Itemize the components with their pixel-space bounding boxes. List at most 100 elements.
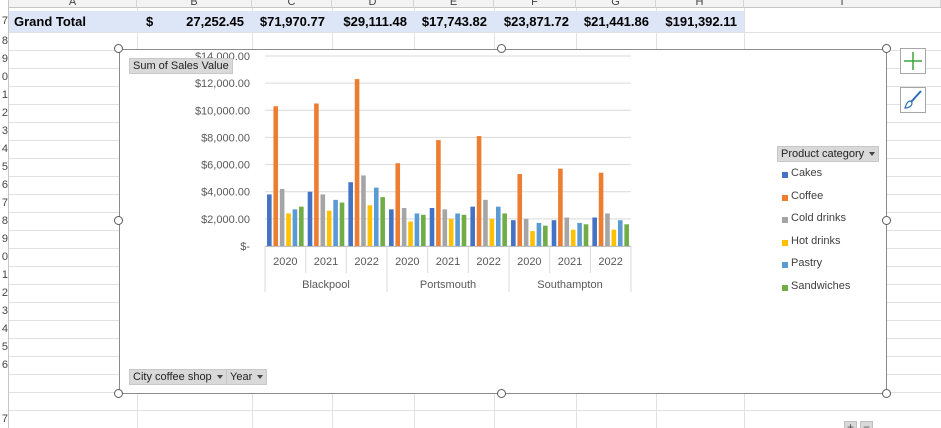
bar-cold-drinks [361,175,366,246]
column-header-h[interactable]: H [656,0,744,8]
y-tick-label: $10,000.00 [195,105,250,117]
axis-field-button-city[interactable]: City coffee shop [129,369,227,385]
row-number[interactable]: 2 [1,287,8,299]
resize-handle[interactable] [882,389,891,398]
legend-item-sandwiches: Sandwiches [791,280,851,292]
column-header-b[interactable]: B [137,0,252,8]
paintbrush-icon [904,90,922,109]
bar-cakes [511,220,516,246]
resize-handle[interactable] [114,44,123,53]
column-header-i[interactable]: I [744,0,941,8]
bar-hot-drinks [448,218,454,246]
bar-cold-drinks [483,199,488,246]
grand-total-cell[interactable]: $21,441.86 [583,14,649,29]
bar-coffee [558,168,563,246]
chart-styles-button[interactable] [900,87,926,113]
row-number[interactable]: 4 [1,143,8,155]
legend-swatch-cold-drinks [782,217,788,223]
bar-hot-drinks [530,231,535,246]
bar-coffee [314,103,319,246]
legend-item-cold-drinks: Cold drinks [791,212,847,224]
chart-elements-button[interactable] [900,48,926,74]
grand-total-label[interactable]: Grand Total [14,14,86,29]
x-tick-label-year: 2021 [436,256,460,268]
resize-handle[interactable] [882,44,891,53]
bar-hot-drinks [611,229,617,246]
resize-handle[interactable] [497,44,506,53]
expand-field-button[interactable]: + [844,421,857,428]
grand-total-cell[interactable]: 27,252.45 [186,14,244,29]
bar-sandwiches [380,197,385,246]
bar-cakes [348,182,353,246]
legend-field-label: Product category [781,148,865,160]
grand-total-cell[interactable]: $71,970.77 [259,14,325,29]
row-number[interactable]: 5 [1,341,8,353]
grand-total-cell[interactable]: $23,871.72 [503,14,569,29]
row-number[interactable]: 7 [1,413,8,425]
x-tick-label-year: 2020 [517,256,541,268]
x-tick-label-year: 2021 [314,256,338,268]
column-header-e[interactable]: E [414,0,494,8]
resize-handle[interactable] [114,216,123,225]
grand-total-cell[interactable]: $191,392.11 [665,14,737,29]
dropdown-arrow-icon [257,375,264,380]
row-number[interactable]: 3 [1,125,8,137]
column-header-g[interactable]: G [576,0,656,8]
bar-pastry [414,213,420,246]
bar-hot-drinks [408,221,413,246]
row-number[interactable]: 6 [1,179,8,191]
row-number[interactable]: 4 [1,323,8,335]
row-number[interactable]: 0 [1,251,8,263]
y-tick-label: $6,000.00 [201,160,250,172]
bar-cold-drinks [279,189,285,246]
row-number[interactable]: 9 [1,53,8,65]
resize-handle[interactable] [882,216,891,225]
y-tick-label: $- [240,241,250,253]
grand-total-cell[interactable]: $17,743.82 [421,14,487,29]
row-number[interactable]: 2 [1,107,8,119]
bar-cakes [592,217,597,246]
column-header-f[interactable]: F [494,0,576,8]
row-number[interactable]: 8 [1,215,8,227]
row-number[interactable]: 7 [1,197,8,209]
row-number[interactable]: 6 [1,359,8,371]
grand-total-cell[interactable]: $29,111.48 [343,14,407,29]
row-number[interactable]: 5 [1,161,8,173]
axis-field-button-year[interactable]: Year [226,369,268,385]
value-field-button[interactable]: Sum of Sales Value [129,58,233,74]
column-header-a[interactable]: A [9,0,137,8]
resize-handle[interactable] [114,389,123,398]
y-tick-label: $4,000.00 [201,187,250,199]
bar-hot-drinks [367,205,373,246]
row-number[interactable]: 1 [1,269,8,281]
bar-sandwiches [421,214,426,246]
bar-cakes [267,194,272,246]
bar-pastry [617,220,623,246]
legend-field-button[interactable]: Product category [777,146,880,162]
bar-sandwiches [583,224,589,246]
bar-cakes [551,220,557,246]
column-header-d[interactable]: D [332,0,414,8]
pivot-chart[interactable]: $- $2,000.00 $4,000.00 $6,000.00 $8,000.00 $1… [119,49,887,428]
row-number[interactable]: 3 [1,305,8,317]
bar-coffee [273,106,279,246]
row-number[interactable]: 7 [1,15,8,27]
row-number[interactable]: 1 [1,89,8,101]
bar-hot-drinks [489,218,495,246]
bar-pastry [455,213,460,246]
x-tick-label-year: 2022 [476,256,500,268]
row-number[interactable]: 9 [1,233,8,245]
row-number[interactable]: 0 [1,71,8,83]
plus-icon [904,52,922,70]
axis-field-label: Year [230,371,253,383]
collapse-field-button[interactable]: − [860,421,873,428]
x-tick-label-city: Southampton [537,279,602,291]
bar-cold-drinks [320,194,326,246]
column-header-c[interactable]: C [252,0,332,8]
bar-sandwiches [543,225,548,246]
row-number[interactable]: 8 [1,35,8,47]
legend-item-cakes: Cakes [791,167,823,179]
resize-handle[interactable] [497,389,506,398]
bar-cold-drinks [523,218,529,246]
bar-sandwiches [624,224,629,246]
